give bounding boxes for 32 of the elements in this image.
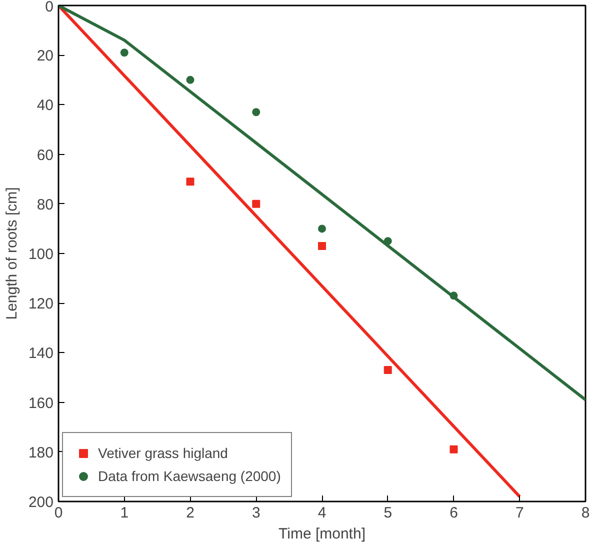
y-tick-label: 180	[28, 444, 54, 462]
x-axis-title: Time [month]	[278, 526, 366, 542]
y-tick-label: 20	[36, 48, 54, 65]
y-tick-label: 120	[28, 296, 54, 313]
legend-label: Data from Kaewsaeng (2000)	[98, 468, 281, 484]
point	[252, 200, 260, 208]
y-tick-label: 0	[45, 0, 54, 16]
x-tick-label: 2	[186, 504, 194, 522]
y-tick-label: 160	[28, 394, 54, 412]
point	[120, 48, 128, 57]
y-tick-label: 100	[28, 246, 54, 263]
point	[186, 76, 194, 84]
x-tick-label: 8	[581, 504, 590, 522]
x-tick-label: 7	[515, 504, 524, 522]
point	[186, 178, 194, 186]
x-tick-label: 3	[252, 504, 260, 522]
y-tick-label: 60	[36, 146, 54, 164]
x-tick-label: 1	[120, 504, 129, 522]
y-tick-label: 80	[36, 196, 54, 214]
point	[318, 242, 326, 250]
y-axis-title: Length of roots [cm]	[3, 187, 20, 320]
point	[318, 224, 326, 233]
y-tick-label: 200	[28, 494, 54, 511]
point	[384, 366, 392, 374]
point	[450, 445, 458, 454]
y-tick-label: 140	[28, 345, 54, 362]
point	[252, 108, 260, 116]
y-tick-label: 40	[36, 97, 54, 114]
x-tick-label: 4	[318, 504, 326, 522]
x-tick-label: 6	[450, 504, 458, 522]
x-tick-label: 5	[384, 504, 392, 522]
legend-label: Vetiver grass higland	[98, 445, 228, 461]
